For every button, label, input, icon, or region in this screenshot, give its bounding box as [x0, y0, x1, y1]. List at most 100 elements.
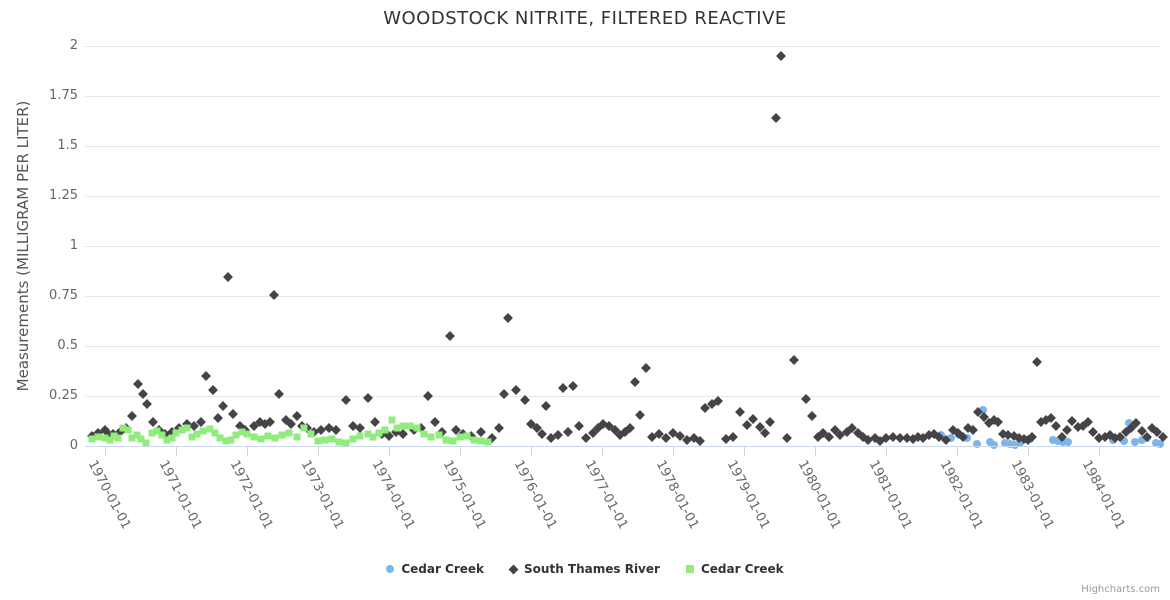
cedar-creek-point[interactable] — [335, 438, 343, 446]
cedar-creek-point[interactable] — [1125, 419, 1134, 427]
cedar-creek-point[interactable] — [199, 427, 207, 435]
south-thames-river-point[interactable] — [540, 401, 551, 411]
cedar-creek-point[interactable] — [193, 430, 201, 438]
south-thames-river-point[interactable] — [369, 417, 380, 427]
cedar-creek-point[interactable] — [435, 431, 443, 439]
cedar-creek-point[interactable] — [375, 429, 383, 437]
cedar-creek-point[interactable] — [271, 434, 279, 442]
cedar-creek-point[interactable] — [381, 426, 389, 434]
cedar-creek-point[interactable] — [1151, 439, 1160, 447]
south-thames-river-point[interactable] — [228, 409, 239, 419]
cedar-creek-point[interactable] — [972, 440, 981, 448]
cedar-creek-point[interactable] — [427, 433, 435, 441]
cedar-creek-point[interactable] — [406, 422, 414, 430]
cedar-creek-point[interactable] — [1048, 436, 1057, 444]
cedar-creek-point[interactable] — [264, 432, 272, 440]
cedar-creek-point[interactable] — [356, 432, 364, 440]
cedar-creek-point[interactable] — [393, 424, 401, 432]
cedar-creek-point[interactable] — [1053, 437, 1062, 445]
cedar-creek-point[interactable] — [124, 426, 132, 434]
cedar-creek-point[interactable] — [420, 430, 428, 438]
south-thames-river-point[interactable] — [567, 381, 578, 391]
south-thames-river-point[interactable] — [629, 377, 640, 387]
cedar-creek-point[interactable] — [364, 430, 372, 438]
south-thames-river-point[interactable] — [807, 411, 818, 421]
south-thames-river-point[interactable] — [132, 379, 143, 389]
cedar-creek-point[interactable] — [206, 425, 214, 433]
south-thames-river-point[interactable] — [574, 421, 585, 431]
south-thames-river-point[interactable] — [635, 410, 646, 420]
south-thames-river-point[interactable] — [268, 290, 279, 300]
south-thames-river-point[interactable] — [137, 389, 148, 399]
south-thames-river-point[interactable] — [493, 423, 504, 433]
cedar-creek-point[interactable] — [456, 433, 464, 441]
cedar-creek-point[interactable] — [1119, 437, 1128, 445]
cedar-creek-point[interactable] — [211, 429, 219, 437]
cedar-creek-point[interactable] — [947, 434, 956, 442]
cedar-creek-point[interactable] — [484, 438, 492, 446]
south-thames-river-point[interactable] — [445, 331, 455, 341]
south-thames-river-point[interactable] — [1051, 421, 1062, 431]
cedar-creek-point[interactable] — [979, 406, 988, 414]
cedar-creek-point[interactable] — [137, 435, 145, 443]
cedar-creek-point[interactable] — [989, 441, 998, 449]
cedar-creek-point[interactable] — [110, 432, 118, 440]
south-thames-river-point[interactable] — [640, 363, 651, 373]
cedar-creek-point[interactable] — [314, 437, 322, 445]
cedar-creek-point[interactable] — [216, 434, 224, 442]
south-thames-river-point[interactable] — [273, 389, 284, 399]
south-thames-river-point[interactable] — [213, 413, 224, 423]
south-thames-river-point[interactable] — [498, 389, 509, 399]
cedar-creek-point[interactable] — [449, 437, 457, 445]
cedar-creek-point[interactable] — [1058, 438, 1067, 446]
south-thames-river-point[interactable] — [824, 432, 835, 442]
cedar-creek-point[interactable] — [442, 436, 450, 444]
cedar-creek-point[interactable] — [399, 422, 407, 430]
cedar-creek-point[interactable] — [369, 433, 377, 441]
cedar-creek-point[interactable] — [250, 433, 258, 441]
south-thames-river-point[interactable] — [775, 51, 786, 61]
south-thames-river-point[interactable] — [362, 393, 373, 403]
cedar-creek-point[interactable] — [142, 439, 150, 447]
south-thames-river-point[interactable] — [503, 313, 514, 323]
south-thames-river-point[interactable] — [511, 385, 521, 395]
south-thames-river-point[interactable] — [476, 427, 487, 437]
cedar-creek-point[interactable] — [1011, 441, 1020, 449]
cedar-creek-point[interactable] — [477, 437, 485, 445]
south-thames-river-point[interactable] — [993, 417, 1004, 427]
cedar-creek-point[interactable] — [349, 435, 357, 443]
south-thames-river-point[interactable] — [765, 417, 776, 427]
cedar-creek-point[interactable] — [328, 435, 336, 443]
south-thames-river-point[interactable] — [291, 411, 302, 421]
south-thames-river-point[interactable] — [1032, 357, 1043, 367]
legend-item-cedar-creek[interactable]: Cedar Creek — [685, 562, 784, 576]
cedar-creek-point[interactable] — [985, 438, 994, 446]
cedar-creek-point[interactable] — [119, 424, 127, 432]
cedar-creek-point[interactable] — [106, 436, 114, 444]
cedar-creek-point[interactable] — [307, 430, 315, 438]
cedar-creek-point[interactable] — [300, 424, 308, 432]
south-thames-river-point[interactable] — [126, 411, 137, 421]
south-thames-river-point[interactable] — [200, 371, 211, 381]
cedar-creek-point[interactable] — [293, 433, 301, 441]
legend-item-south-thames-river[interactable]: South Thames River — [508, 562, 660, 576]
cedar-creek-point[interactable] — [1063, 438, 1072, 446]
cedar-creek-point[interactable] — [278, 431, 286, 439]
south-thames-river-point[interactable] — [222, 272, 233, 282]
cedar-creek-point[interactable] — [188, 433, 196, 441]
south-thames-river-point[interactable] — [207, 385, 218, 395]
cedar-creek-point[interactable] — [238, 428, 246, 436]
legend-item-cedar-creek[interactable]: Cedar Creek — [386, 562, 484, 576]
cedar-creek-point[interactable] — [1131, 438, 1140, 446]
cedar-creek-point[interactable] — [463, 432, 471, 440]
cedar-creek-point[interactable] — [128, 434, 136, 442]
cedar-creek-point[interactable] — [153, 427, 161, 435]
cedar-creek-point[interactable] — [222, 437, 230, 445]
south-thames-river-point[interactable] — [430, 417, 440, 427]
cedar-creek-point[interactable] — [133, 431, 141, 439]
south-thames-river-point[interactable] — [781, 433, 792, 443]
cedar-creek-point[interactable] — [178, 426, 186, 434]
cedar-creek-point[interactable] — [114, 434, 122, 442]
cedar-creek-point[interactable] — [1001, 439, 1010, 447]
cedar-creek-point[interactable] — [257, 435, 265, 443]
